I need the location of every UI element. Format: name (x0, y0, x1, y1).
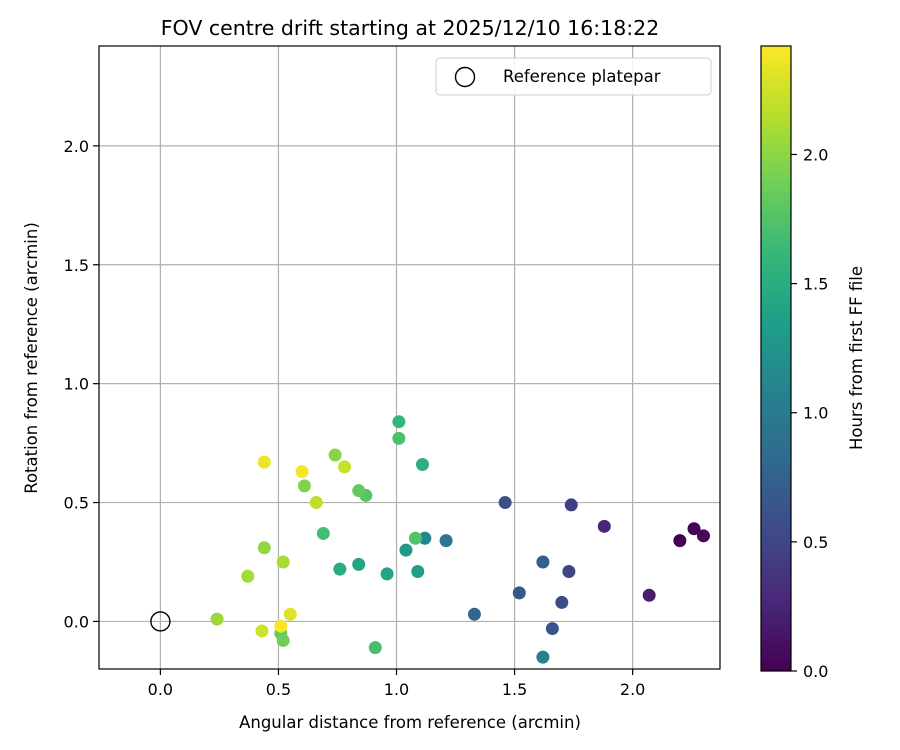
data-point (295, 465, 309, 479)
data-point (545, 622, 559, 636)
data-point (352, 484, 366, 498)
data-point (536, 555, 550, 569)
x-tick-label: 0.0 (148, 680, 173, 699)
data-point (276, 555, 290, 569)
data-point (696, 529, 710, 543)
data-point (408, 531, 422, 545)
data-point (316, 526, 330, 540)
x-axis-ticks: 0.0 0.5 1.0 1.5 2.0 (148, 669, 645, 699)
data-point (555, 595, 569, 609)
data-points (210, 415, 710, 664)
colorbar-tick-label: 1.5 (803, 275, 828, 294)
data-point (597, 519, 611, 533)
x-axis-label: Angular distance from reference (arcmin) (239, 713, 581, 732)
legend-marker-icon (454, 66, 476, 88)
data-point (439, 534, 453, 548)
colorbar-tick-label: 2.0 (803, 145, 828, 164)
data-point (512, 586, 526, 600)
y-axis-label: Rotation from reference (arcmin) (22, 222, 41, 494)
plot-area: 0.0 0.5 1.0 1.5 2.0 0.0 0.5 1.0 1.5 2.0 (64, 45, 721, 699)
data-point (392, 431, 406, 445)
data-point (467, 607, 481, 621)
chart-title: FOV centre drift starting at 2025/12/10 … (161, 16, 660, 40)
data-point (333, 562, 347, 576)
data-point (338, 460, 352, 474)
axes-frame (98, 45, 721, 670)
legend-box (435, 57, 712, 96)
reference-point (150, 611, 171, 632)
y-tick-label: 1.0 (64, 375, 89, 394)
x-tick-label: 2.0 (620, 680, 645, 699)
data-point (328, 448, 342, 462)
y-tick-label: 2.0 (64, 137, 89, 156)
data-point (309, 496, 323, 510)
colorbar-tick-label: 0.0 (803, 662, 828, 681)
data-point (255, 624, 269, 638)
data-point (687, 522, 701, 536)
data-point (399, 543, 413, 557)
colorbar-label: Hours from first FF file (847, 266, 866, 450)
data-point (415, 458, 429, 472)
x-tick-label: 1.5 (502, 680, 527, 699)
colorbar-tick-label: 1.0 (803, 404, 828, 423)
y-tick-label: 0.0 (64, 612, 89, 631)
colorbar-tick-label: 0.5 (803, 533, 828, 552)
y-axis-ticks: 0.0 0.5 1.0 1.5 2.0 (64, 137, 99, 631)
colorbar-ticks: 0.0 0.5 1.0 1.5 2.0 (791, 145, 828, 681)
y-tick-label: 0.5 (64, 494, 89, 513)
data-point (562, 565, 576, 579)
grid (99, 46, 720, 669)
data-point (274, 619, 288, 633)
y-tick-label: 1.5 (64, 256, 89, 275)
data-point (642, 588, 656, 602)
data-point (210, 612, 224, 626)
data-point (241, 569, 255, 583)
colorbar-gradient (760, 45, 792, 672)
x-tick-label: 1.0 (384, 680, 409, 699)
legend-label: Reference platepar (503, 67, 661, 86)
data-point (536, 650, 550, 664)
legend: Reference platepar (435, 57, 712, 96)
x-tick-label: 0.5 (266, 680, 291, 699)
data-point (297, 479, 311, 493)
data-point (380, 567, 394, 581)
data-point (564, 498, 578, 512)
data-point (368, 641, 382, 655)
data-point (257, 541, 271, 555)
colorbar: 0.0 0.5 1.0 1.5 2.0 Hours from first FF file (760, 45, 866, 681)
data-point (418, 531, 432, 545)
data-point (498, 496, 512, 510)
data-point (276, 633, 290, 647)
data-point (283, 607, 297, 621)
data-point (673, 534, 687, 548)
data-point (257, 455, 271, 469)
data-point (352, 557, 366, 571)
data-point (411, 565, 425, 579)
data-point (392, 415, 406, 429)
